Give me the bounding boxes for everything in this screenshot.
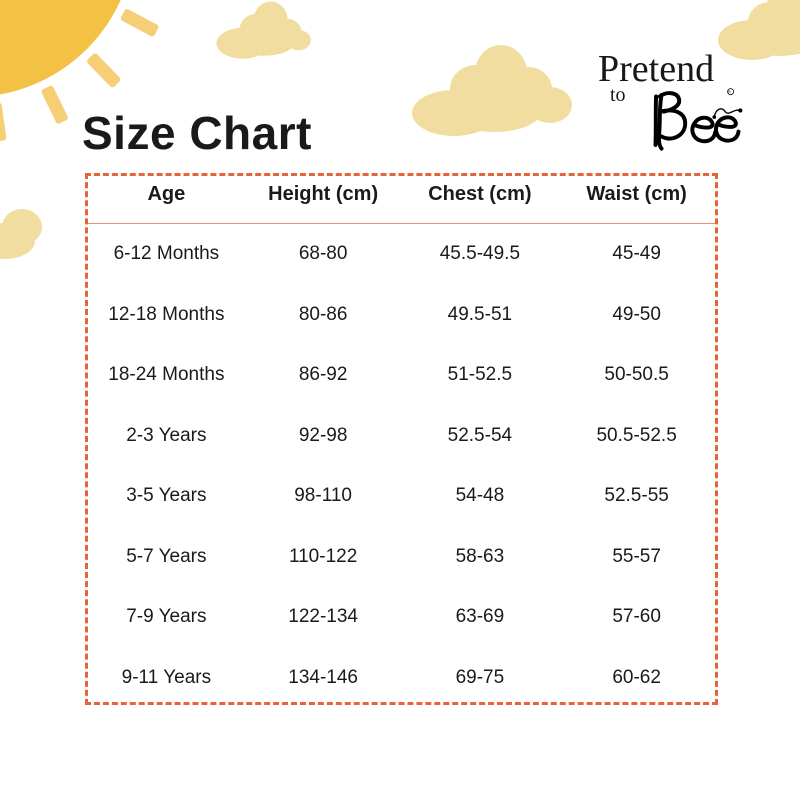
svg-text:R: R [728, 90, 731, 94]
